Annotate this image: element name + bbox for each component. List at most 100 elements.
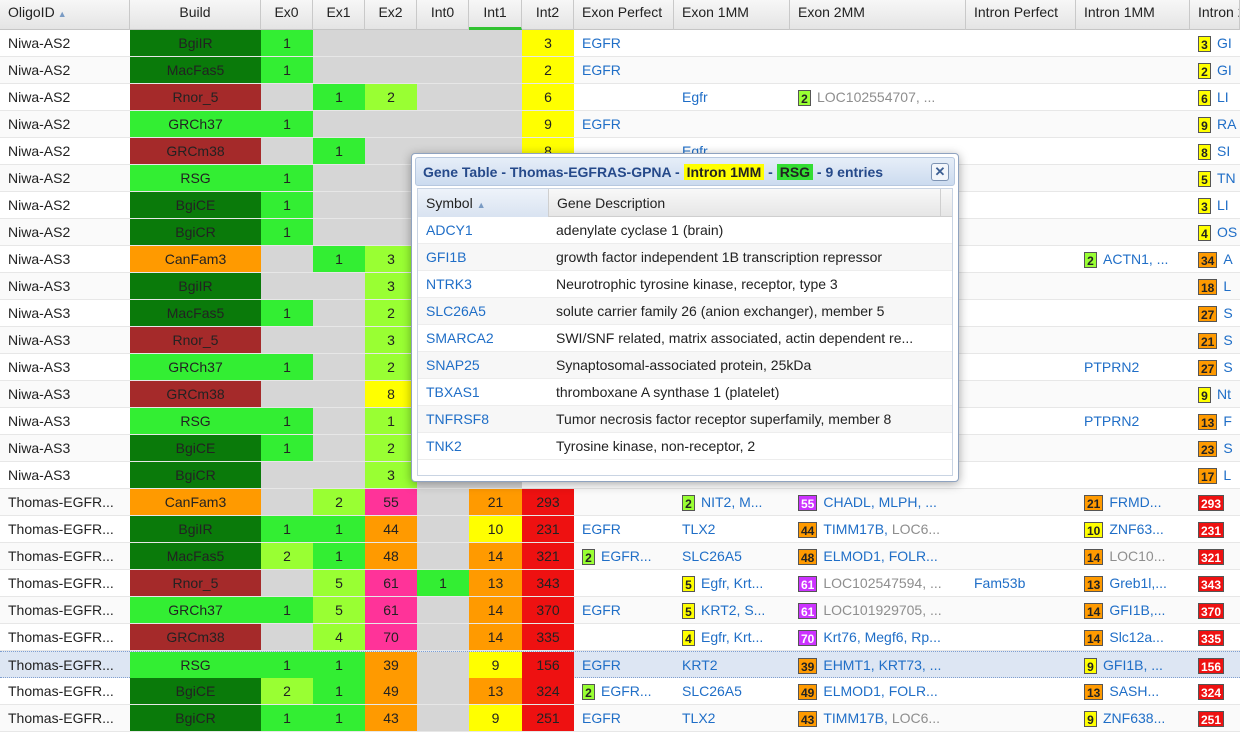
gene-link[interactable]: Nt xyxy=(1217,386,1231,402)
gene-link[interactable]: OS xyxy=(1217,224,1238,240)
intron-2mm-cell[interactable]: 324 xyxy=(1190,678,1240,704)
column-header-intron-2[interactable]: Intron 2 xyxy=(1190,0,1240,30)
exon-2mm-cell[interactable] xyxy=(790,111,966,137)
exon-perfect-cell[interactable]: EGFR xyxy=(574,111,674,137)
gene-link[interactable]: ZNF638... xyxy=(1103,710,1166,726)
column-header-exon-perfect[interactable]: Exon Perfect xyxy=(574,0,674,30)
gene-link[interactable]: A xyxy=(1223,251,1233,267)
intron-perfect-cell[interactable] xyxy=(966,300,1076,326)
intron-1mm-cell[interactable] xyxy=(1076,84,1190,110)
gene-link[interactable]: GFI1B, ... xyxy=(1103,657,1163,673)
intron-1mm-cell[interactable] xyxy=(1076,57,1190,83)
exon-1mm-cell[interactable]: SLC26A5 xyxy=(674,543,790,569)
gene-symbol-link[interactable]: SMARCA2 xyxy=(426,330,494,346)
column-header-int2[interactable]: Int2 xyxy=(522,0,574,30)
intron-perfect-cell[interactable] xyxy=(966,652,1076,678)
column-header-exon-1mm[interactable]: Exon 1MM xyxy=(674,0,790,30)
intron-perfect-cell[interactable] xyxy=(966,57,1076,83)
gene-link[interactable]: SLC26A5 xyxy=(682,683,742,699)
gene-link[interactable]: S xyxy=(1223,359,1233,375)
gene-row[interactable]: GFI1B growth factor independent 1B transc… xyxy=(418,244,952,271)
gene-link[interactable]: Slc12a... xyxy=(1109,629,1164,645)
gene-link[interactable]: CHADL, MLPH, ... xyxy=(823,494,937,510)
table-row[interactable]: Niwa-AS2 Rnor_5 1 2 6 Egfr 2 LOC102554707, ... 6… xyxy=(0,84,1240,111)
intron-2mm-cell[interactable]: 34 A xyxy=(1190,246,1240,272)
exon-1mm-cell[interactable]: TLX2 xyxy=(674,516,790,542)
intron-2mm-cell[interactable]: 27 S xyxy=(1190,300,1240,326)
intron-2mm-cell[interactable]: 370 xyxy=(1190,597,1240,623)
gene-row[interactable]: NTRK3 Neurotrophic tyrosine kinase, recep… xyxy=(418,271,952,298)
gene-link[interactable]: TN xyxy=(1217,170,1236,186)
gene-link[interactable]: L xyxy=(1223,467,1232,483)
intron-2mm-cell[interactable]: 293 xyxy=(1190,489,1240,515)
intron-2mm-cell[interactable]: 343 xyxy=(1190,570,1240,596)
exon-2mm-cell[interactable]: 49 ELMOD1, FOLR... xyxy=(790,678,966,704)
gene-link[interactable]: ELMOD1, FOLR... xyxy=(823,548,938,564)
intron-1mm-cell[interactable]: 9 ZNF638... xyxy=(1076,705,1190,731)
exon-perfect-cell[interactable]: EGFR xyxy=(574,705,674,731)
column-header-description[interactable]: Gene Description xyxy=(549,189,941,217)
exon-1mm-cell[interactable]: SLC26A5 xyxy=(674,678,790,704)
gene-link[interactable]: ELMOD1, FOLR... xyxy=(823,683,938,699)
intron-perfect-cell[interactable] xyxy=(966,678,1076,704)
dialog-titlebar[interactable]: Gene Table - Thomas-EGFRAS-GPNA - Intron… xyxy=(415,157,955,186)
column-header-oligoid[interactable]: OligoID ▲ xyxy=(0,0,130,30)
exon-2mm-cell[interactable]: 61 LOC102547594, ... xyxy=(790,570,966,596)
gene-link[interactable]: F xyxy=(1223,413,1232,429)
exon-1mm-cell[interactable]: Egfr xyxy=(674,84,790,110)
intron-2mm-cell[interactable]: 4 OS xyxy=(1190,219,1240,245)
gene-link[interactable]: Fam53b xyxy=(974,575,1026,591)
exon-1mm-cell[interactable] xyxy=(674,57,790,83)
column-header-ex2[interactable]: Ex2 xyxy=(365,0,417,30)
exon-perfect-cell[interactable]: EGFR xyxy=(574,30,674,56)
gene-link[interactable]: EGFR xyxy=(582,710,621,726)
gene-link[interactable]: TIMM17B, xyxy=(823,521,892,537)
intron-1mm-cell[interactable]: 21 FRMD... xyxy=(1076,489,1190,515)
intron-2mm-cell[interactable]: 23 S xyxy=(1190,435,1240,461)
exon-1mm-cell[interactable] xyxy=(674,30,790,56)
intron-1mm-cell[interactable] xyxy=(1076,435,1190,461)
exon-2mm-cell[interactable]: 44 TIMM17B, LOC6... xyxy=(790,516,966,542)
intron-1mm-cell[interactable] xyxy=(1076,165,1190,191)
intron-perfect-cell[interactable] xyxy=(966,543,1076,569)
gene-link[interactable]: Greb1l,... xyxy=(1109,575,1167,591)
gene-link[interactable]: PTPRN2 xyxy=(1084,359,1140,375)
gene-link[interactable]: LOC102554707, ... xyxy=(817,89,936,105)
intron-1mm-cell[interactable]: 14 LOC10... xyxy=(1076,543,1190,569)
gene-symbol-link[interactable]: GFI1B xyxy=(426,249,467,265)
exon-2mm-cell[interactable]: 61 LOC101929705, ... xyxy=(790,597,966,623)
exon-2mm-cell[interactable]: 70 Krt76, Megf6, Rp... xyxy=(790,624,966,650)
intron-1mm-cell[interactable] xyxy=(1076,30,1190,56)
intron-perfect-cell[interactable] xyxy=(966,192,1076,218)
intron-perfect-cell[interactable] xyxy=(966,381,1076,407)
intron-2mm-cell[interactable]: 321 xyxy=(1190,543,1240,569)
exon-perfect-cell[interactable] xyxy=(574,489,674,515)
intron-perfect-cell[interactable] xyxy=(966,489,1076,515)
gene-symbol-link[interactable]: ADCY1 xyxy=(426,222,473,238)
intron-1mm-cell[interactable]: 14 Slc12a... xyxy=(1076,624,1190,650)
column-header-int0[interactable]: Int0 xyxy=(417,0,469,30)
gene-link[interactable]: EGFR xyxy=(582,116,621,132)
intron-perfect-cell[interactable] xyxy=(966,111,1076,137)
gene-link[interactable]: Egfr xyxy=(682,89,708,105)
column-header-intron-perfect[interactable]: Intron Perfect xyxy=(966,0,1076,30)
intron-perfect-cell[interactable] xyxy=(966,516,1076,542)
gene-link[interactable]: S xyxy=(1223,305,1233,321)
gene-link[interactable]: Krt76, Megf6, Rp... xyxy=(823,629,941,645)
table-row[interactable]: Niwa-AS2 GRCh37 1 9 EGFR 9 RA xyxy=(0,111,1240,138)
exon-2mm-cell[interactable]: 2 LOC102554707, ... xyxy=(790,84,966,110)
gene-link[interactable]: KRT2, S... xyxy=(701,602,766,618)
intron-1mm-cell[interactable] xyxy=(1076,273,1190,299)
intron-1mm-cell[interactable] xyxy=(1076,138,1190,164)
column-header-ex1[interactable]: Ex1 xyxy=(313,0,365,30)
gene-link[interactable]: EGFR xyxy=(582,602,621,618)
intron-2mm-cell[interactable]: 17 L xyxy=(1190,462,1240,488)
gene-link[interactable]: S xyxy=(1223,440,1233,456)
gene-link[interactable]: ACTN1, ... xyxy=(1103,251,1169,267)
gene-link[interactable]: LI xyxy=(1217,197,1229,213)
gene-link[interactable]: GI xyxy=(1217,62,1232,78)
intron-2mm-cell[interactable]: 27 S xyxy=(1190,354,1240,380)
intron-1mm-cell[interactable] xyxy=(1076,462,1190,488)
table-row[interactable]: Thomas-EGFR... GRCh37 1 5 61 14 370 EGFR 5 KRT2, … xyxy=(0,597,1240,624)
intron-perfect-cell[interactable] xyxy=(966,165,1076,191)
